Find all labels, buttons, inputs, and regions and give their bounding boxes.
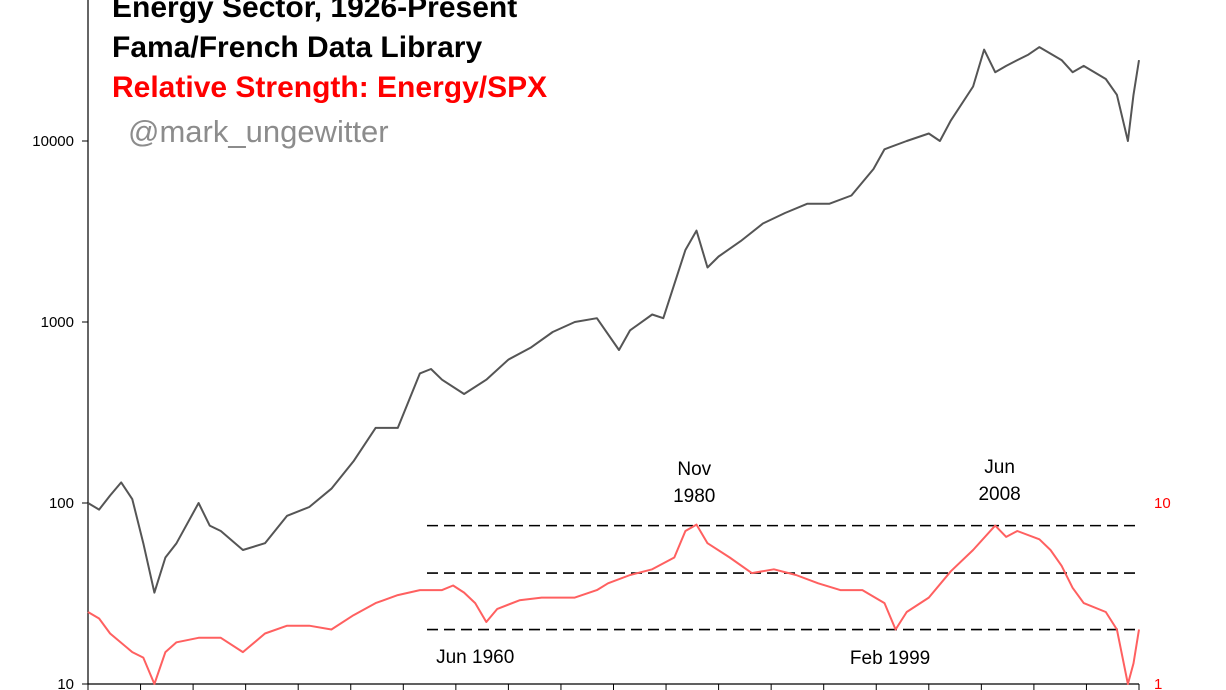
annotation-label: 1980 (673, 486, 715, 507)
annotation-label: Feb 1999 (850, 648, 930, 669)
y-axis-tick-label: 10 (57, 676, 74, 690)
annotation-label: Nov (677, 459, 711, 480)
energy-sector-series-line (87, 46, 1140, 594)
annotation-label: Jun 1960 (436, 647, 514, 668)
y-axis-tick-label: 10000 (32, 133, 74, 150)
chart-title: Energy Sector, 1926-Present (112, 0, 518, 24)
chart-subtitle: Fama/French Data Library (112, 31, 483, 64)
right-axis-ticks: 1 10 (1154, 495, 1171, 690)
y-axis-tick-label: 1000 (41, 314, 74, 331)
y2-axis-tick-label: 1 (1154, 676, 1162, 690)
chart-subtitle-relative-strength: Relative Strength: Energy/SPX (112, 71, 548, 104)
y2-axis-tick-label: 10 (1154, 495, 1171, 512)
series-layer (87, 46, 1140, 685)
annotations: Nov 1980 Jun 2008 Jun 1960 Feb 1999 (436, 457, 1021, 669)
axes (87, 0, 1140, 690)
reference-lines (427, 524, 1139, 631)
annotation-label: Jun (984, 457, 1015, 478)
author-watermark: @mark_ungewitter (128, 114, 389, 149)
relative-strength-series-line (87, 523, 1140, 685)
left-axis-ticks: 10 100 1000 10000 (32, 133, 88, 690)
annotation-label: 2008 (978, 484, 1020, 505)
y-axis-tick-label: 100 (49, 495, 74, 512)
chart-title-block: Energy Sector, 1926-Present Fama/French … (112, 0, 547, 108)
